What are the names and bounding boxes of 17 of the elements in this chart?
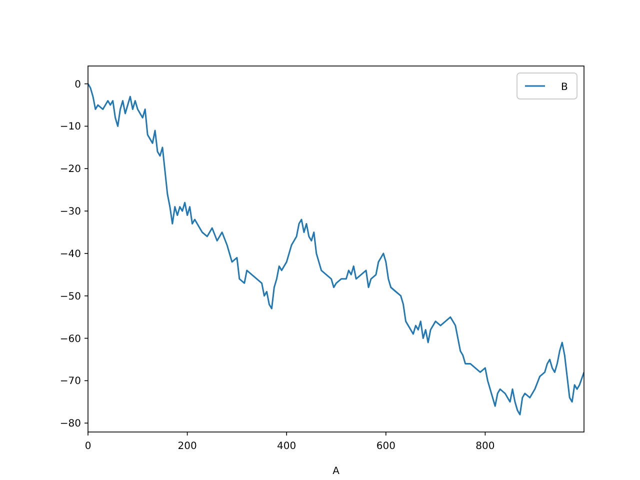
x-tick-label: 800 [476,441,495,452]
x-axis-title: A [332,466,340,477]
line-series [88,83,584,416]
y-tick-label: −20 [60,164,81,176]
y-tick-label: 0 [74,79,81,90]
x-tick-label: 600 [376,441,396,452]
x-tick-label: 400 [277,441,296,452]
x-tick-label: 0 [84,441,92,452]
y-tick-label: −10 [60,122,81,133]
y-tick-label: −60 [60,334,81,345]
y-tick-label: −30 [60,206,81,218]
y-tick-label: −40 [60,248,81,260]
y-tick-label: −50 [60,291,81,302]
y-tick-label: −70 [60,376,81,388]
y-tick-label: −80 [60,418,81,430]
legend-label: B [561,82,568,93]
x-tick-label: 200 [178,441,197,452]
